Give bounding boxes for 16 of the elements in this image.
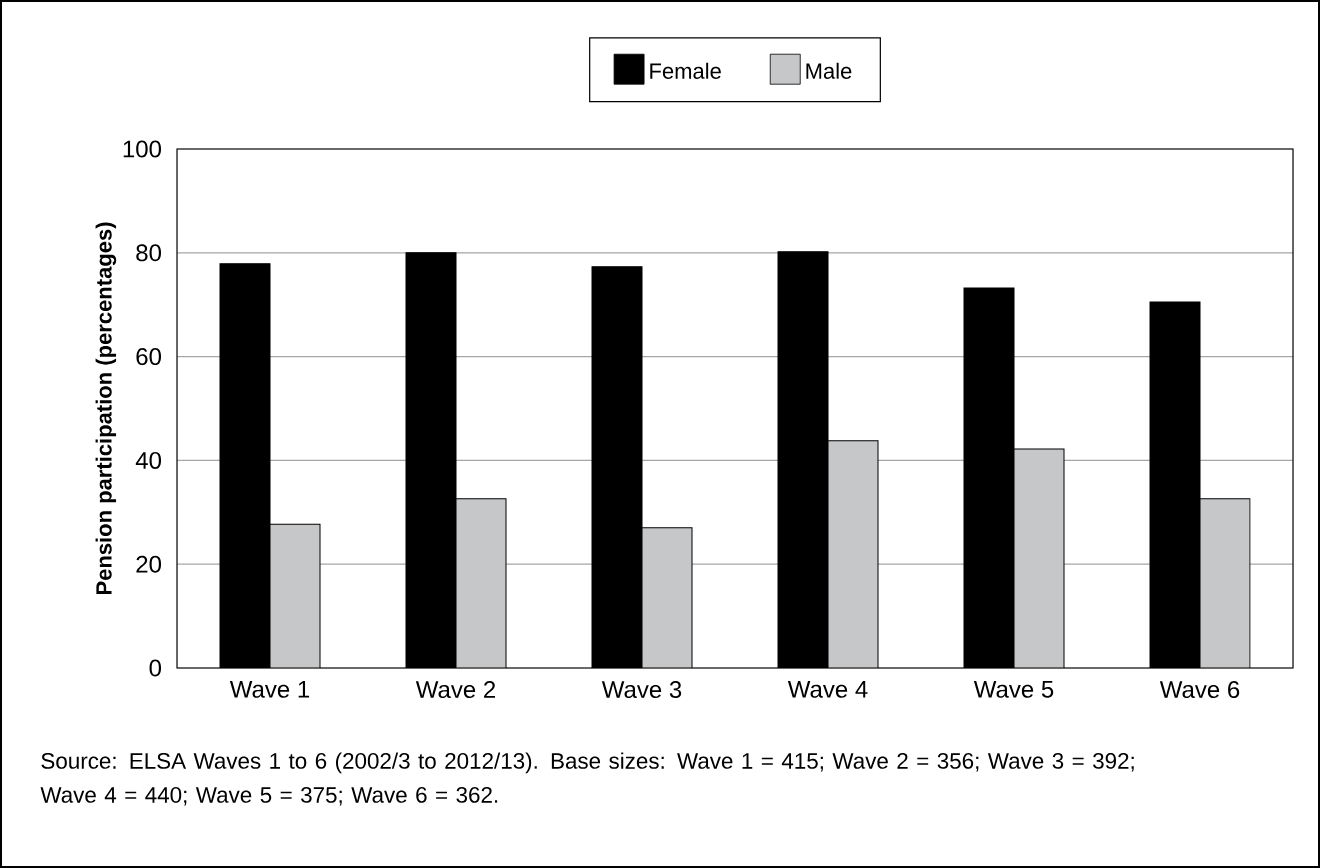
y-axis-title: Pension participation (percentages) [95,222,117,595]
y-tick-label: 40 [135,451,162,469]
x-tick-label: Wave 2 [415,681,496,699]
x-tick-label: Wave 4 [787,681,868,698]
y-tick-label: 0 [149,659,162,677]
x-tick-label: Wave 3 [601,681,682,699]
y-tick-label: 20 [136,555,162,573]
x-tick-label: Wave 6 [1159,681,1240,699]
source-note: Source: ELSA Waves 1 to 6 (2002/3 to 2012/13). Base sizes: Wave 1 = 415; Wave 2 = 356; Wave 3 = 392; Wave 4 = 440; Wave 5 = 375; Wave 6 = 362. [40,752,1134,806]
y-tick-label: 100 [123,140,162,158]
legend-label: Male [806,62,852,79]
x-tick-label: Wave 1 [229,681,310,698]
y-tick-label: 60 [136,348,162,366]
y-tick-label: 80 [136,244,162,262]
legend-label: Female [650,62,721,79]
x-tick-label: Wave 5 [973,681,1054,698]
